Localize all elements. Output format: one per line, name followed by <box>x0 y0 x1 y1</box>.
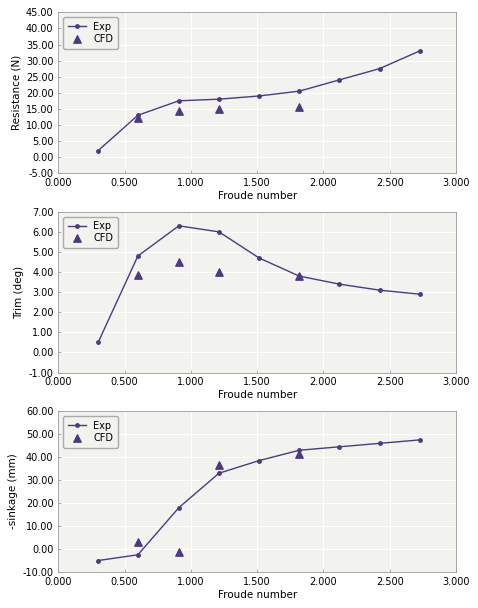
Exp <box>377 65 382 72</box>
CFD <box>175 257 183 267</box>
Exp <box>256 457 262 465</box>
Exp <box>135 252 141 260</box>
Legend: Exp, CFD: Exp, CFD <box>63 416 118 447</box>
Exp <box>296 88 302 95</box>
Exp <box>176 97 182 105</box>
CFD <box>215 267 223 277</box>
CFD <box>295 102 303 112</box>
X-axis label: Froude number: Froude number <box>217 191 297 201</box>
Exp <box>256 92 262 100</box>
Legend: Exp, CFD: Exp, CFD <box>63 216 118 248</box>
X-axis label: Froude number: Froude number <box>217 390 297 400</box>
CFD <box>175 106 183 116</box>
Exp <box>337 76 342 83</box>
Exp <box>95 557 101 564</box>
Exp <box>176 222 182 229</box>
Exp <box>417 291 423 298</box>
Exp <box>337 443 342 451</box>
Exp <box>296 447 302 454</box>
Exp <box>135 112 141 119</box>
Exp <box>95 339 101 346</box>
Line: Exp: Exp <box>97 438 422 562</box>
Exp <box>377 440 382 447</box>
Line: Exp: Exp <box>97 49 422 153</box>
Exp <box>256 254 262 261</box>
Y-axis label: Trim (deg): Trim (deg) <box>14 266 24 319</box>
CFD <box>215 460 223 470</box>
Exp <box>337 280 342 288</box>
CFD <box>175 548 183 558</box>
CFD <box>295 271 303 281</box>
Exp <box>216 95 222 103</box>
Exp <box>95 147 101 154</box>
Exp <box>216 228 222 235</box>
CFD <box>134 270 141 280</box>
Exp <box>417 437 423 444</box>
Exp <box>296 272 302 280</box>
Y-axis label: Resistance (N): Resistance (N) <box>11 55 22 130</box>
Exp <box>377 286 382 294</box>
Line: Exp: Exp <box>97 224 422 344</box>
Legend: Exp, CFD: Exp, CFD <box>63 17 118 49</box>
CFD <box>215 104 223 114</box>
Exp <box>417 47 423 55</box>
CFD <box>134 537 141 547</box>
Exp <box>176 504 182 511</box>
Exp <box>216 469 222 477</box>
CFD <box>134 114 141 123</box>
X-axis label: Froude number: Froude number <box>217 590 297 599</box>
Y-axis label: -sinkage (mm): -sinkage (mm) <box>8 454 18 530</box>
CFD <box>295 449 303 458</box>
Exp <box>135 551 141 558</box>
